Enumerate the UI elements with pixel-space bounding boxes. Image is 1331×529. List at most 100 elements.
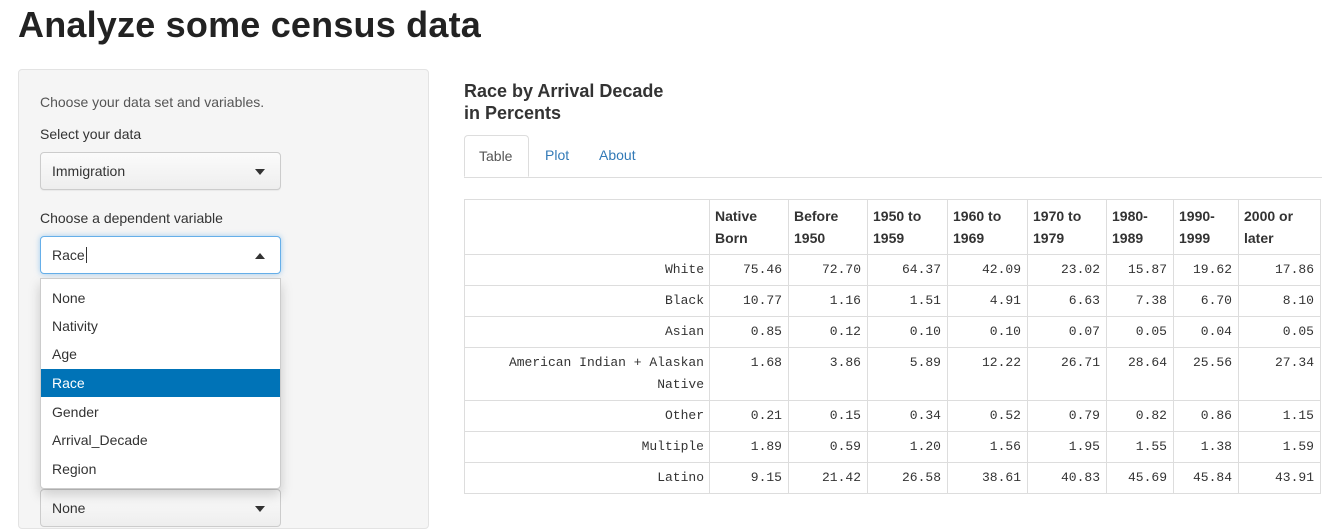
chevron-down-icon: [255, 169, 265, 175]
table-cell: 0.05: [1106, 316, 1174, 348]
table-cell: 1.56: [947, 431, 1028, 463]
table-cell: 45.84: [1173, 462, 1239, 494]
results-tabs: Table Plot About: [464, 135, 1322, 178]
table-cell: 0.07: [1027, 316, 1107, 348]
table-cell: 0.52: [947, 400, 1028, 432]
table-body: White 75.46 72.70 64.37 42.09 23.02 15.87 19.62…: [464, 254, 1321, 494]
dropdown-option-arrival-decade[interactable]: Arrival_Decade: [52, 432, 148, 448]
table-cell: 75.46: [709, 254, 789, 286]
table-cell: 7.38: [1106, 285, 1174, 317]
table-cell: 1.68: [709, 347, 789, 401]
dropdown-option-race[interactable]: Race: [41, 369, 280, 397]
table-corner-cell: [464, 199, 710, 255]
table-cell: 1.59: [1238, 431, 1321, 463]
dependent-variable-select[interactable]: Race: [40, 236, 281, 274]
chevron-down-icon: [255, 506, 265, 512]
column-header-1960-1969: 1960 to 1969: [947, 199, 1028, 255]
text-cursor: [85, 247, 87, 263]
table-cell: 38.61: [947, 462, 1028, 494]
table-cell: 0.79: [1027, 400, 1107, 432]
table-row: American Indian + Alaskan Native 1.68 3.86 5…: [464, 347, 1321, 401]
data-set-select[interactable]: Immigration: [40, 152, 281, 190]
table-cell: 15.87: [1106, 254, 1174, 286]
table-cell: 4.91: [947, 285, 1028, 317]
column-header-1970-1979: 1970 to 1979: [1027, 199, 1107, 255]
table-row: Latino 9.15 21.42 26.58 38.61 40.83 45.69 45.84…: [464, 462, 1321, 494]
row-label: White: [464, 254, 710, 286]
table-cell: 0.34: [867, 400, 948, 432]
table-cell: 0.10: [947, 316, 1028, 348]
app-title: Analyze some census data: [18, 4, 481, 45]
independent-variable-select[interactable]: None: [40, 489, 281, 527]
dropdown-option-gender[interactable]: Gender: [52, 404, 99, 420]
table-cell: 0.15: [788, 400, 868, 432]
table-cell: 8.10: [1238, 285, 1321, 317]
table-cell: 26.58: [867, 462, 948, 494]
column-header-1950-1959: 1950 to 1959: [867, 199, 948, 255]
table-cell: 0.82: [1106, 400, 1174, 432]
table-cell: 72.70: [788, 254, 868, 286]
results-title-line-1: Race by Arrival Decade: [464, 81, 664, 101]
data-set-select-value: Immigration: [52, 163, 126, 179]
table-cell: 42.09: [947, 254, 1028, 286]
table-header-row: Native Born Before 1950 1950 to 1959 1960 t…: [464, 199, 1321, 255]
table-cell: 6.70: [1173, 285, 1239, 317]
table-cell: 28.64: [1106, 347, 1174, 401]
column-header-2000-or-later: 2000 or later: [1238, 199, 1321, 255]
table-cell: 1.38: [1173, 431, 1239, 463]
dropdown-option-nativity[interactable]: Nativity: [52, 318, 98, 334]
table-cell: 27.34: [1238, 347, 1321, 401]
column-header-1990-1999: 1990- 1999: [1173, 199, 1239, 255]
table-row: Black 10.77 1.16 1.51 4.91 6.63 7.38 6.70 8.10: [464, 285, 1321, 317]
table-cell: 5.89: [867, 347, 948, 401]
table-cell: 6.63: [1027, 285, 1107, 317]
table-cell: 25.56: [1173, 347, 1239, 401]
table-row: Multiple 1.89 0.59 1.20 1.56 1.95 1.55 1.38 1.59: [464, 431, 1321, 463]
table-cell: 0.12: [788, 316, 868, 348]
row-label: Multiple: [464, 431, 710, 463]
table-row: White 75.46 72.70 64.37 42.09 23.02 15.87 19.62…: [464, 254, 1321, 286]
table-cell: 23.02: [1027, 254, 1107, 286]
tab-about[interactable]: About: [599, 147, 636, 163]
table-cell: 0.86: [1173, 400, 1239, 432]
row-label: Other: [464, 400, 710, 432]
table-cell: 0.10: [867, 316, 948, 348]
table-cell: 0.21: [709, 400, 789, 432]
dropdown-option-age[interactable]: Age: [52, 346, 77, 362]
row-label: American Indian + Alaskan Native: [464, 347, 710, 401]
table-cell: 21.42: [788, 462, 868, 494]
table-cell: 1.95: [1027, 431, 1107, 463]
dependent-variable-input[interactable]: Race: [52, 247, 87, 263]
column-header-1980-1989: 1980- 1989: [1106, 199, 1174, 255]
table-cell: 0.05: [1238, 316, 1321, 348]
table-cell: 1.55: [1106, 431, 1174, 463]
dropdown-option-region[interactable]: Region: [52, 461, 97, 477]
table-cell: 19.62: [1173, 254, 1239, 286]
table-cell: 64.37: [867, 254, 948, 286]
table-cell: 1.89: [709, 431, 789, 463]
table-cell: 1.20: [867, 431, 948, 463]
tab-plot[interactable]: Plot: [545, 147, 570, 163]
independent-variable-select-value: None: [52, 500, 86, 516]
table-cell: 1.15: [1238, 400, 1321, 432]
table-row: Asian 0.85 0.12 0.10 0.10 0.07 0.05 0.04 0.05: [464, 316, 1321, 348]
dropdown-option-none[interactable]: None: [52, 290, 86, 306]
row-label: Black: [464, 285, 710, 317]
column-header-native-born: Native Born: [709, 199, 789, 255]
results-title-line-2: in Percents: [464, 103, 562, 123]
chevron-up-icon: [255, 253, 265, 259]
sidebar-intro-text: Choose your data set and variables.: [40, 94, 265, 110]
table-cell: 12.22: [947, 347, 1028, 401]
table-cell: 45.69: [1106, 462, 1174, 494]
tab-table[interactable]: Table: [464, 135, 529, 177]
table-cell: 1.16: [788, 285, 868, 317]
table-cell: 9.15: [709, 462, 789, 494]
table-cell: 17.86: [1238, 254, 1321, 286]
column-header-before-1950: Before 1950: [788, 199, 868, 255]
table-cell: 0.59: [788, 431, 868, 463]
table-cell: 0.85: [709, 316, 789, 348]
results-title: Race by Arrival Decade in Percents: [464, 80, 663, 124]
table-cell: 40.83: [1027, 462, 1107, 494]
data-select-label: Select your data: [40, 126, 142, 142]
table-cell: 0.04: [1173, 316, 1239, 348]
